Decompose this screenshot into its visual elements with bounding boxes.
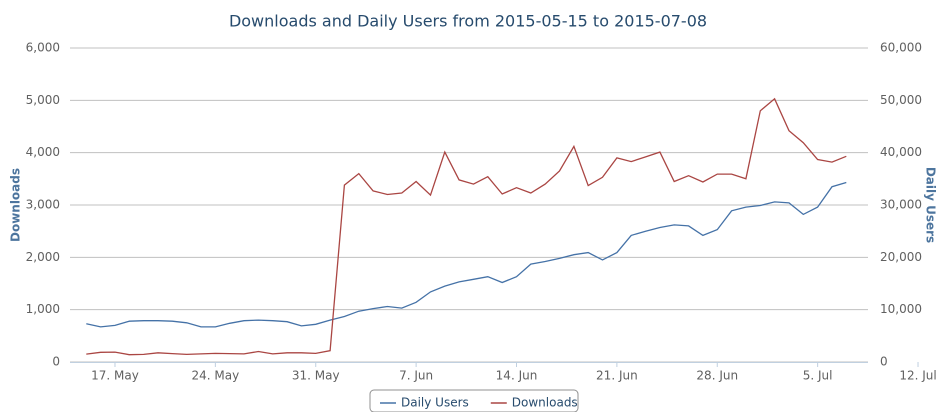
x-tick-label: 28. Jun [696, 369, 738, 383]
y-tick-label: 0 [52, 355, 60, 369]
x-tick-label: 12. Jul [899, 369, 936, 383]
x-tick-label: 21. Jun [596, 369, 638, 383]
legend-box [369, 389, 579, 412]
y2-tick-label: 50,000 [880, 93, 922, 107]
y2-tick-label: 40,000 [880, 145, 922, 159]
y-tick-label: 5,000 [26, 93, 60, 107]
y-tick-label: 2,000 [26, 250, 60, 264]
y-tick-label: 1,000 [26, 302, 60, 316]
data-line [86, 181, 847, 328]
y2-tick-label: 0 [880, 355, 888, 369]
y-tick-label: 6,000 [26, 41, 60, 55]
y-axis-title: Downloads [9, 168, 23, 242]
y-tick-label: 4,000 [26, 145, 60, 159]
y2-tick-label: 20,000 [880, 250, 922, 264]
y2-tick-label: 60,000 [880, 41, 922, 55]
data-line [86, 97, 847, 356]
y2-tick-label: 10,000 [880, 302, 922, 316]
y2-axis-title: Daily Users [924, 167, 936, 243]
x-tick-label: 31. May [292, 369, 340, 383]
chart-title: Downloads and Daily Users from 2015-05-1… [229, 12, 707, 31]
y-tick-label: 3,000 [26, 198, 60, 212]
x-tick-label: 17. May [91, 369, 139, 383]
legend-label: Daily Users [401, 396, 469, 410]
x-tick-label: 24. May [192, 369, 240, 383]
x-tick-label: 5. Jul [803, 369, 833, 383]
legend-label: Downloads [512, 396, 578, 410]
x-tick-label: 7. Jun [399, 369, 433, 383]
y2-tick-label: 30,000 [880, 198, 922, 212]
x-tick-label: 14. Jun [496, 369, 538, 383]
